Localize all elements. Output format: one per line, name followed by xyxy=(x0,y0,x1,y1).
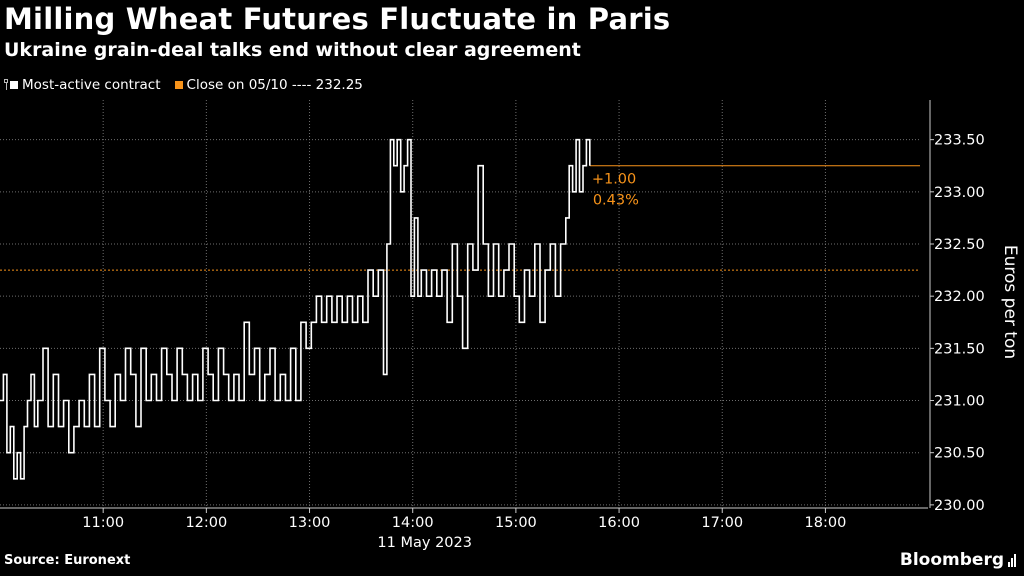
y-tick-labels: 230.00 230.50 231.00 231.50 232.00 232.50 233.… xyxy=(934,133,985,514)
y-tick-label: 231.50 xyxy=(934,341,985,357)
pin-icon xyxy=(4,79,8,91)
legend-label-close: Close on 05/10 ---- 232.25 xyxy=(186,77,363,93)
y-tick-label: 230.50 xyxy=(934,446,985,462)
y-axis-title: Euros per ton xyxy=(1000,245,1020,359)
y-tick-label: 232.00 xyxy=(934,289,985,305)
x-tick-labels: 11:00 12:00 13:00 14:00 15:00 16:00 17:00 18:00 xyxy=(82,515,846,531)
axes xyxy=(0,100,931,509)
brand-text: Bloomberg xyxy=(899,550,1004,570)
x-axis-date-label: 11 May 2023 xyxy=(377,535,472,551)
grid-lines xyxy=(0,100,934,513)
bloomberg-logo: Bloomberg xyxy=(900,550,1016,570)
x-tick-label: 13:00 xyxy=(289,515,331,531)
bars-icon xyxy=(1007,553,1016,567)
x-tick-label: 16:00 xyxy=(598,515,640,531)
source-note: Source: Euronext xyxy=(4,553,131,568)
legend-item-close: Close on 05/10 ---- 232.25 xyxy=(174,77,363,93)
x-tick-label: 17:00 xyxy=(701,515,743,531)
y-tick-label: 233.50 xyxy=(934,133,985,149)
x-tick-label: 12:00 xyxy=(185,515,227,531)
x-tick-label: 18:00 xyxy=(805,515,847,531)
chart-subtitle: Ukraine grain-deal talks end without cle… xyxy=(4,39,581,61)
x-tick-label: 14:00 xyxy=(392,515,434,531)
x-tick-label: 15:00 xyxy=(495,515,537,531)
y-tick-label: 230.00 xyxy=(934,498,985,514)
legend-swatch-series xyxy=(10,81,18,89)
annotation-percent: 0.43% xyxy=(593,193,639,209)
chart-title: Milling Wheat Futures Fluctuate in Paris xyxy=(4,2,671,36)
y-tick-label: 232.50 xyxy=(934,237,985,253)
series-line-most-active xyxy=(0,138,591,480)
y-tick-label: 231.00 xyxy=(934,394,985,410)
legend-swatch-close xyxy=(174,81,183,89)
legend-label-series: Most-active contract xyxy=(22,77,161,93)
x-tick-label: 11:00 xyxy=(82,515,124,531)
annotation-change: +1.00 xyxy=(592,172,636,188)
legend-item-series: Most-active contract xyxy=(4,77,161,93)
legend: Most-active contract Close on 05/10 ----… xyxy=(4,77,377,93)
y-tick-label: 233.00 xyxy=(934,185,985,201)
